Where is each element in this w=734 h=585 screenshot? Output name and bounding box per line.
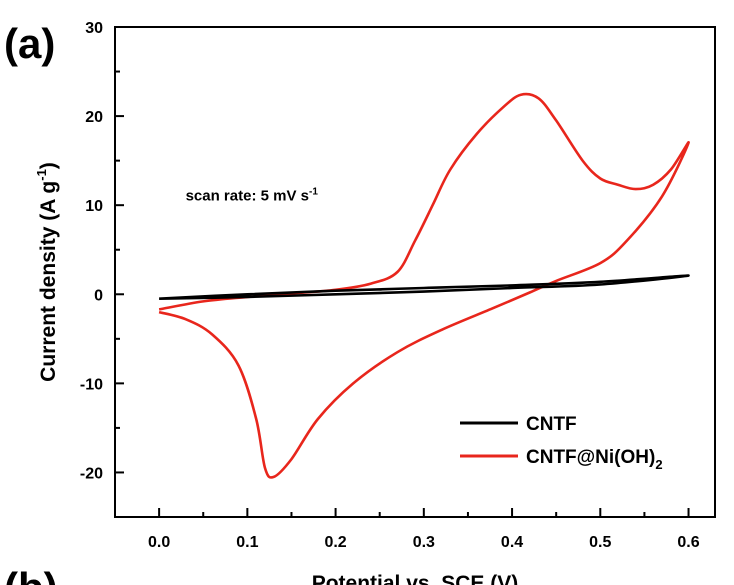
plot-frame xyxy=(114,26,716,518)
x-tick-label: 0.3 xyxy=(413,534,435,551)
x-tick-label: 0.1 xyxy=(236,534,258,551)
y-axis-label-main: Current density (A g xyxy=(37,181,60,382)
y-tick-label: 30 xyxy=(85,20,103,37)
legend-label-cntf-nioh2: CNTF@Ni(OH)2 xyxy=(526,447,663,472)
plot-area: 0.0 0.1 0.2 0.3 0.4 0.5 0.6 -20 -10 0 10 20 30 xyxy=(80,20,716,551)
legend: CNTF CNTF@Ni(OH)2 xyxy=(460,414,663,472)
series-line-cntf xyxy=(159,274,690,300)
y-axis-ticks: -20 -10 0 10 20 30 xyxy=(80,20,124,518)
x-axis-label: Potential vs. SCE (V) xyxy=(312,572,519,585)
next-panel-label: (b) xyxy=(4,564,58,585)
y-tick-label: 10 xyxy=(85,198,103,215)
legend-label-cntf: CNTF xyxy=(526,414,577,435)
legend-label-cntf-nioh2-sub: 2 xyxy=(655,457,662,472)
legend-label-cntf-nioh2-main: CNTF@Ni(OH) xyxy=(526,447,655,468)
scan-rate-sup: -1 xyxy=(309,187,318,198)
y-axis-label: Current density (A g-1) xyxy=(34,162,60,382)
x-tick-label: 0.6 xyxy=(677,534,699,551)
x-tick-label: 0.2 xyxy=(324,534,346,551)
x-tick-label: 0.0 xyxy=(148,534,170,551)
panel-label: (a) xyxy=(4,20,55,67)
scan-rate-text: scan rate: 5 mV s xyxy=(186,188,309,205)
x-tick-label: 0.4 xyxy=(501,534,523,551)
y-tick-label: 0 xyxy=(94,287,103,304)
x-tick-label: 0.5 xyxy=(589,534,611,551)
scan-rate-annotation: scan rate: 5 mV s-1 xyxy=(186,187,319,205)
series-lines xyxy=(158,92,690,479)
y-tick-label: 20 xyxy=(85,109,103,126)
y-axis-label-close: ) xyxy=(37,162,60,169)
y-tick-label: -10 xyxy=(80,376,103,393)
y-axis-label-sup: -1 xyxy=(34,169,49,181)
series-line-cntf-nioh2 xyxy=(158,92,690,479)
y-tick-label: -20 xyxy=(80,465,103,482)
x-axis-ticks: 0.0 0.1 0.2 0.3 0.4 0.5 0.6 xyxy=(148,508,700,551)
